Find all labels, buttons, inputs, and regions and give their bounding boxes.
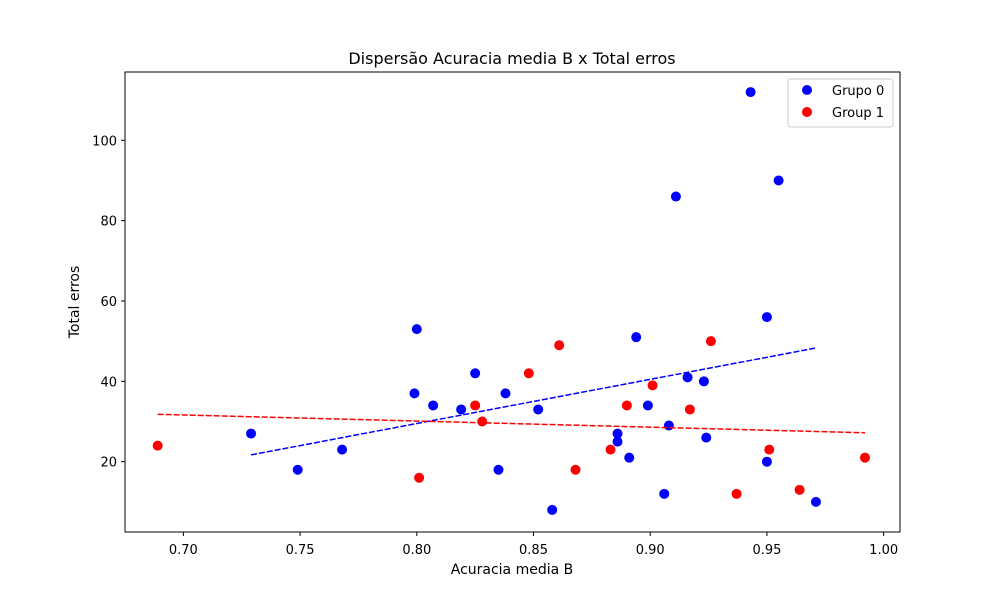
point-group-1 [621, 400, 632, 411]
x-tick-label: 0.95 [752, 543, 781, 558]
point-grupo-0 [428, 400, 439, 411]
chart-title: Dispersão Acuracia media B x Total erros [348, 49, 675, 68]
point-grupo-0 [745, 87, 756, 98]
x-tick-label: 0.90 [636, 543, 665, 558]
point-group-1 [859, 452, 870, 463]
point-grupo-0 [246, 428, 257, 439]
y-axis-label: Total erros [67, 266, 83, 340]
point-grupo-0 [642, 400, 653, 411]
point-grupo-0 [337, 444, 348, 455]
point-grupo-0 [773, 175, 784, 186]
x-tick-label: 1.00 [869, 543, 898, 558]
point-grupo-0 [470, 368, 481, 379]
point-grupo-0 [682, 372, 693, 383]
point-group-1 [523, 368, 534, 379]
point-grupo-0 [456, 404, 467, 415]
point-grupo-0 [500, 388, 511, 399]
y-tick-label: 80 [100, 215, 117, 230]
legend-label-grupo-0: Grupo 0 [832, 84, 884, 99]
point-grupo-0 [659, 488, 670, 499]
point-group-1 [605, 444, 616, 455]
legend-marker-grupo-0 [802, 85, 812, 95]
point-grupo-0 [670, 191, 681, 202]
point-grupo-0 [761, 456, 772, 467]
point-group-1 [470, 400, 481, 411]
point-grupo-0 [631, 332, 642, 343]
point-grupo-0 [409, 388, 420, 399]
point-group-1 [554, 340, 565, 351]
point-grupo-0 [612, 428, 623, 439]
y-tick-label: 60 [100, 295, 117, 310]
point-grupo-0 [761, 312, 772, 323]
point-group-1 [152, 440, 163, 451]
point-grupo-0 [292, 464, 303, 475]
point-grupo-0 [411, 324, 422, 335]
point-grupo-0 [612, 436, 623, 447]
point-group-1 [731, 488, 742, 499]
x-axis-label: Acuracia media B [451, 562, 574, 578]
trendline-grupo-0 [250, 347, 817, 456]
y-tick-label: 40 [100, 375, 117, 390]
point-grupo-0 [493, 464, 504, 475]
plot-frame [124, 71, 901, 533]
legend: Grupo 0 Group 1 [787, 78, 894, 128]
point-group-1 [647, 380, 658, 391]
y-tick-label: 100 [92, 134, 117, 149]
x-tick-label: 0.85 [519, 543, 548, 558]
point-grupo-0 [701, 432, 712, 443]
point-group-1 [794, 484, 805, 495]
legend-marker-group-1 [802, 107, 812, 117]
trendline-group-1 [157, 413, 866, 434]
point-group-1 [570, 464, 581, 475]
legend-label-group-1: Group 1 [832, 106, 884, 121]
point-group-1 [764, 444, 775, 455]
point-group-1 [684, 404, 695, 415]
point-group-1 [705, 336, 716, 347]
x-tick-label: 0.70 [169, 543, 198, 558]
x-tick-label: 0.80 [402, 543, 431, 558]
point-grupo-0 [533, 404, 544, 415]
axes: 0.70 0.75 0.80 0.85 0.90 0.95 1.00 20 40 60 80 100 [92, 134, 898, 558]
point-grupo-0 [663, 420, 674, 431]
legend-box [787, 78, 894, 128]
plot-area [152, 87, 870, 515]
point-grupo-0 [624, 452, 635, 463]
point-group-1 [414, 472, 425, 483]
point-grupo-0 [698, 376, 709, 387]
y-tick-label: 20 [100, 456, 117, 471]
point-group-1 [477, 416, 488, 427]
x-tick-label: 0.75 [286, 543, 315, 558]
point-grupo-0 [547, 504, 558, 515]
point-grupo-0 [810, 496, 821, 507]
